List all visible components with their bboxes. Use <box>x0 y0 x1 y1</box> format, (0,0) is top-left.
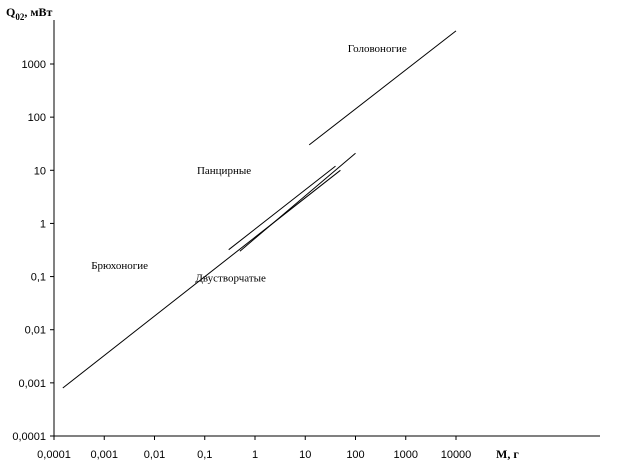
y-tick-label: 1000 <box>22 59 46 71</box>
x-tick-label: 10000 <box>441 449 472 461</box>
y-axis-title-main: Q <box>6 5 15 19</box>
y-tick-label: 1 <box>40 218 46 230</box>
y-tick-label: 0,1 <box>31 272 46 284</box>
y-tick-label: 100 <box>28 112 46 124</box>
x-tick-label: 100 <box>346 449 364 461</box>
series-annotation: Головоногие <box>348 43 407 55</box>
x-tick-label: 0,01 <box>144 449 165 461</box>
x-tick-label: 10 <box>299 449 311 461</box>
x-tick-label: 0,001 <box>90 449 118 461</box>
series-line <box>228 165 336 251</box>
ticks: 0,0001 0,001 0,01 0,1 1 10 100 1000 10000 0,0001 0… <box>12 59 471 461</box>
series-annotation: Панцирные <box>197 165 251 177</box>
series-lines <box>62 30 457 389</box>
series-line <box>62 169 341 389</box>
series-annotation: Брюхоногие <box>91 260 148 272</box>
y-tick-label: 0,0001 <box>12 431 46 443</box>
series-line <box>308 30 457 146</box>
x-axis-title: M, г <box>496 447 519 461</box>
y-tick-label: 0,01 <box>25 325 46 337</box>
y-axis-title-suffix: , мВт <box>24 5 52 19</box>
y-axis-title: Q02, мВт <box>6 5 53 22</box>
x-tick-label: 1000 <box>394 449 418 461</box>
x-tick-label: 0,0001 <box>37 449 71 461</box>
x-tick-label: 0,1 <box>197 449 212 461</box>
series-annotation: Двуствор­чатые <box>195 273 266 285</box>
annotations: Головоногие Панцирные Брюхоногие Двуствор­ч… <box>91 43 407 285</box>
series-line <box>239 152 356 252</box>
axes <box>53 20 600 437</box>
y-axis-title-subscript: 02 <box>15 12 25 22</box>
y-tick-label: 0,001 <box>18 378 46 390</box>
y-tick-label: 10 <box>34 165 46 177</box>
x-tick-label: 1 <box>252 449 258 461</box>
